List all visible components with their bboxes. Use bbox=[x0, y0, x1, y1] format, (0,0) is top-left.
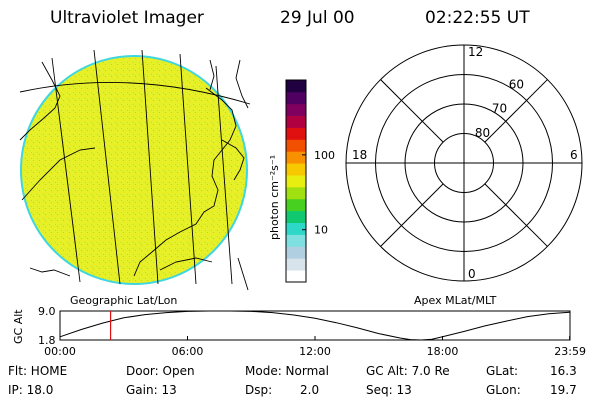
colorbar-label: photon cm⁻²s⁻¹ bbox=[268, 155, 281, 240]
lat-lon-grid bbox=[19, 49, 251, 291]
colorbar-segment bbox=[286, 234, 306, 247]
timeline-xtick-label: 06:00 bbox=[172, 345, 204, 358]
colorbar-segment bbox=[286, 270, 306, 283]
polar-ring-label: 60 bbox=[509, 78, 524, 92]
colorbar-segment bbox=[286, 258, 306, 271]
timeline-xtick-label: 18:00 bbox=[427, 345, 459, 358]
polar-ring-label: 80 bbox=[475, 126, 490, 140]
colorbar: 100 10 photon cm⁻²s⁻¹ bbox=[268, 79, 335, 283]
colorbar-segment bbox=[286, 175, 306, 188]
colorbar-segment bbox=[286, 198, 306, 212]
geographic-image-panel bbox=[19, 49, 251, 291]
instrument-title: Ultraviolet Imager bbox=[50, 8, 204, 28]
colorbar-segment bbox=[286, 222, 306, 235]
coastline-overlay bbox=[19, 59, 249, 277]
gain-value: Gain: 13 bbox=[126, 383, 177, 397]
dsp-value: 2.0 bbox=[300, 383, 320, 397]
mode-status: Mode: Normal bbox=[245, 364, 329, 378]
mlt-label-18: 18 bbox=[352, 148, 367, 162]
timeline-xtick-label: 12:00 bbox=[299, 345, 331, 358]
colorbar-segment bbox=[286, 80, 306, 93]
colorbar-segment bbox=[286, 246, 306, 259]
colorbar-tick-label: 100 bbox=[314, 149, 335, 162]
sequence-value: Seq: 13 bbox=[366, 383, 412, 397]
colorbar-segment bbox=[286, 91, 306, 105]
glon-label: GLon: bbox=[486, 383, 521, 397]
observation-date: 29 Jul 00 bbox=[280, 8, 355, 28]
timeline-ytick-label: 1.8 bbox=[38, 334, 56, 347]
flight-status: Flt: HOME bbox=[8, 364, 68, 378]
colorbar-segment bbox=[286, 139, 306, 152]
colorbar-segment bbox=[286, 127, 306, 140]
glon-value: 19.7 bbox=[550, 383, 577, 397]
ip-value: IP: 18.0 bbox=[8, 383, 54, 397]
polar-diagonal bbox=[380, 183, 444, 247]
polar-diagonal bbox=[484, 79, 548, 143]
timeline-ylabel: GC Alt bbox=[12, 309, 25, 344]
timeline-xtick-label: 00:00 bbox=[44, 345, 76, 358]
mlt-label-0: 0 bbox=[468, 267, 476, 281]
polar-ring-label: 70 bbox=[492, 102, 507, 116]
polar-diagonal bbox=[380, 79, 444, 143]
apex-label: Apex MLat/MLT bbox=[414, 294, 497, 307]
timeline-ytick-label: 9.0 bbox=[38, 305, 56, 318]
colorbar-segment bbox=[286, 210, 306, 223]
timeline-xtick-label: 23:59 bbox=[554, 345, 586, 358]
glat-value: 16.3 bbox=[550, 364, 577, 378]
colorbar-frame bbox=[285, 79, 307, 283]
gc-altitude: GC Alt: 7.0 Re bbox=[366, 364, 450, 378]
glat-label: GLat: bbox=[486, 364, 519, 378]
door-status: Door: Open bbox=[126, 364, 195, 378]
observation-time: 02:22:55 UT bbox=[425, 8, 530, 28]
mlt-label-12: 12 bbox=[468, 45, 483, 59]
geographic-label: Geographic Lat/Lon bbox=[70, 294, 177, 307]
colorbar-tick-label: 10 bbox=[314, 224, 328, 237]
dsp-label: Dsp: bbox=[245, 383, 273, 397]
timeline-frame bbox=[59, 310, 571, 341]
colorbar-segment bbox=[286, 186, 306, 200]
colorbar-segment bbox=[286, 151, 306, 164]
colorbar-segment bbox=[286, 163, 306, 176]
mlt-label-6: 6 bbox=[570, 148, 578, 162]
polar-diagonal bbox=[484, 183, 548, 247]
altitude-series-line bbox=[59, 310, 570, 341]
colorbar-segment bbox=[286, 103, 306, 117]
altitude-timeline: 9.0 1.8 GC Alt 00:00 06:00 12:00 18:00 23:59 bbox=[12, 305, 586, 358]
colorbar-segment bbox=[286, 115, 306, 128]
